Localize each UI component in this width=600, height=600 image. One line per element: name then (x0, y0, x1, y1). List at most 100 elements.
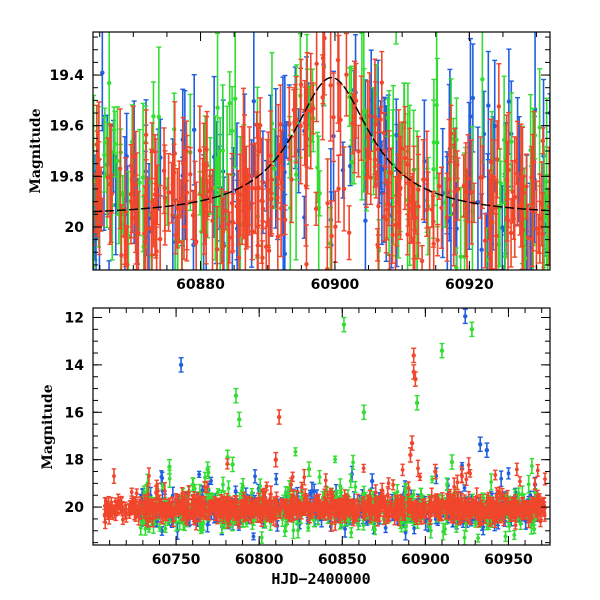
data-point (275, 183, 281, 270)
data-point (299, 481, 304, 493)
data-point (537, 200, 543, 255)
data-point (233, 501, 239, 515)
x-tick-label: 60800 (235, 552, 284, 568)
data-point (350, 454, 356, 470)
data-point (437, 506, 442, 522)
x-tick-label: 60750 (152, 552, 201, 568)
data-point (206, 499, 212, 510)
data-point (233, 485, 238, 497)
data-point (271, 496, 277, 507)
data-point (328, 32, 334, 142)
data-point (445, 502, 450, 520)
data-point (323, 473, 328, 488)
data-point (411, 502, 417, 512)
data-point (241, 494, 246, 514)
data-point (304, 88, 310, 190)
data-point (341, 316, 347, 333)
data-point (345, 499, 350, 516)
data-point (361, 519, 366, 531)
data-point (479, 145, 485, 210)
y-tick-label: 12 (65, 310, 84, 326)
data-point (170, 496, 175, 508)
data-point (130, 105, 136, 208)
data-point (180, 116, 186, 211)
data-point (498, 470, 504, 488)
data-point (381, 497, 387, 508)
data-point (153, 182, 159, 257)
y-tick-label: 19.8 (49, 169, 84, 185)
data-point (341, 146, 347, 232)
data-point (210, 168, 216, 270)
data-point (517, 175, 523, 236)
data-point (468, 139, 474, 245)
data-point (402, 105, 408, 211)
data-point (496, 63, 502, 150)
data-point (484, 502, 489, 515)
data-point (252, 469, 258, 484)
data-point (138, 520, 143, 536)
data-point (512, 136, 518, 258)
zoom-data-points (93, 32, 550, 270)
zoom-panel: 60880 60900 60920 19.4 19.6 19.8 20 Magnitude (28, 31, 551, 293)
data-point (214, 503, 220, 513)
data-point (401, 504, 406, 520)
x-tick-label: 60900 (311, 277, 360, 293)
data-point (112, 110, 118, 178)
data-point (444, 477, 450, 492)
data-point (155, 502, 160, 519)
data-point (320, 506, 326, 515)
data-point (331, 72, 337, 163)
data-point (233, 387, 239, 404)
data-point (427, 516, 433, 526)
data-point (166, 458, 172, 475)
zoom-ticks: 60880 60900 60920 19.4 19.6 19.8 20 (49, 32, 550, 293)
data-point (160, 508, 166, 525)
data-point (420, 504, 426, 515)
data-point (263, 221, 269, 270)
data-point (124, 226, 130, 270)
data-point (176, 160, 182, 244)
data-point (293, 447, 298, 457)
data-point (179, 486, 185, 501)
y-tick-label: 18 (65, 453, 84, 469)
data-point (526, 474, 531, 494)
data-point (469, 321, 475, 338)
data-point (129, 167, 135, 195)
data-point (208, 476, 214, 486)
data-point (291, 521, 296, 540)
data-point (355, 124, 361, 178)
full-panel: 60750 60800 60850 60900 60950 12 14 16 18 20 Magn… (40, 307, 551, 588)
data-point (224, 503, 229, 516)
data-point (504, 141, 510, 221)
data-point (459, 469, 465, 484)
data-point (369, 473, 375, 489)
data-point (144, 500, 149, 515)
data-point (337, 84, 343, 156)
data-point (133, 174, 139, 265)
data-point (393, 32, 399, 45)
data-point (492, 510, 498, 529)
data-point (294, 503, 299, 511)
data-point (367, 505, 373, 524)
data-point (276, 506, 281, 515)
data-point (535, 506, 541, 522)
data-point (120, 500, 125, 517)
data-point (147, 498, 153, 513)
data-point (286, 86, 292, 161)
data-point (264, 138, 270, 228)
data-point (533, 180, 539, 270)
data-point (475, 533, 481, 543)
data-point (398, 506, 404, 517)
data-point (529, 457, 535, 475)
data-point (494, 120, 500, 199)
data-point (295, 522, 301, 539)
data-point (361, 404, 367, 421)
data-point (151, 499, 156, 510)
data-point (161, 127, 167, 215)
data-point (414, 394, 420, 411)
data-point (149, 151, 155, 270)
data-point (273, 451, 279, 468)
x-tick-label: 60850 (318, 552, 367, 568)
data-point (186, 498, 191, 510)
data-point (373, 170, 379, 199)
